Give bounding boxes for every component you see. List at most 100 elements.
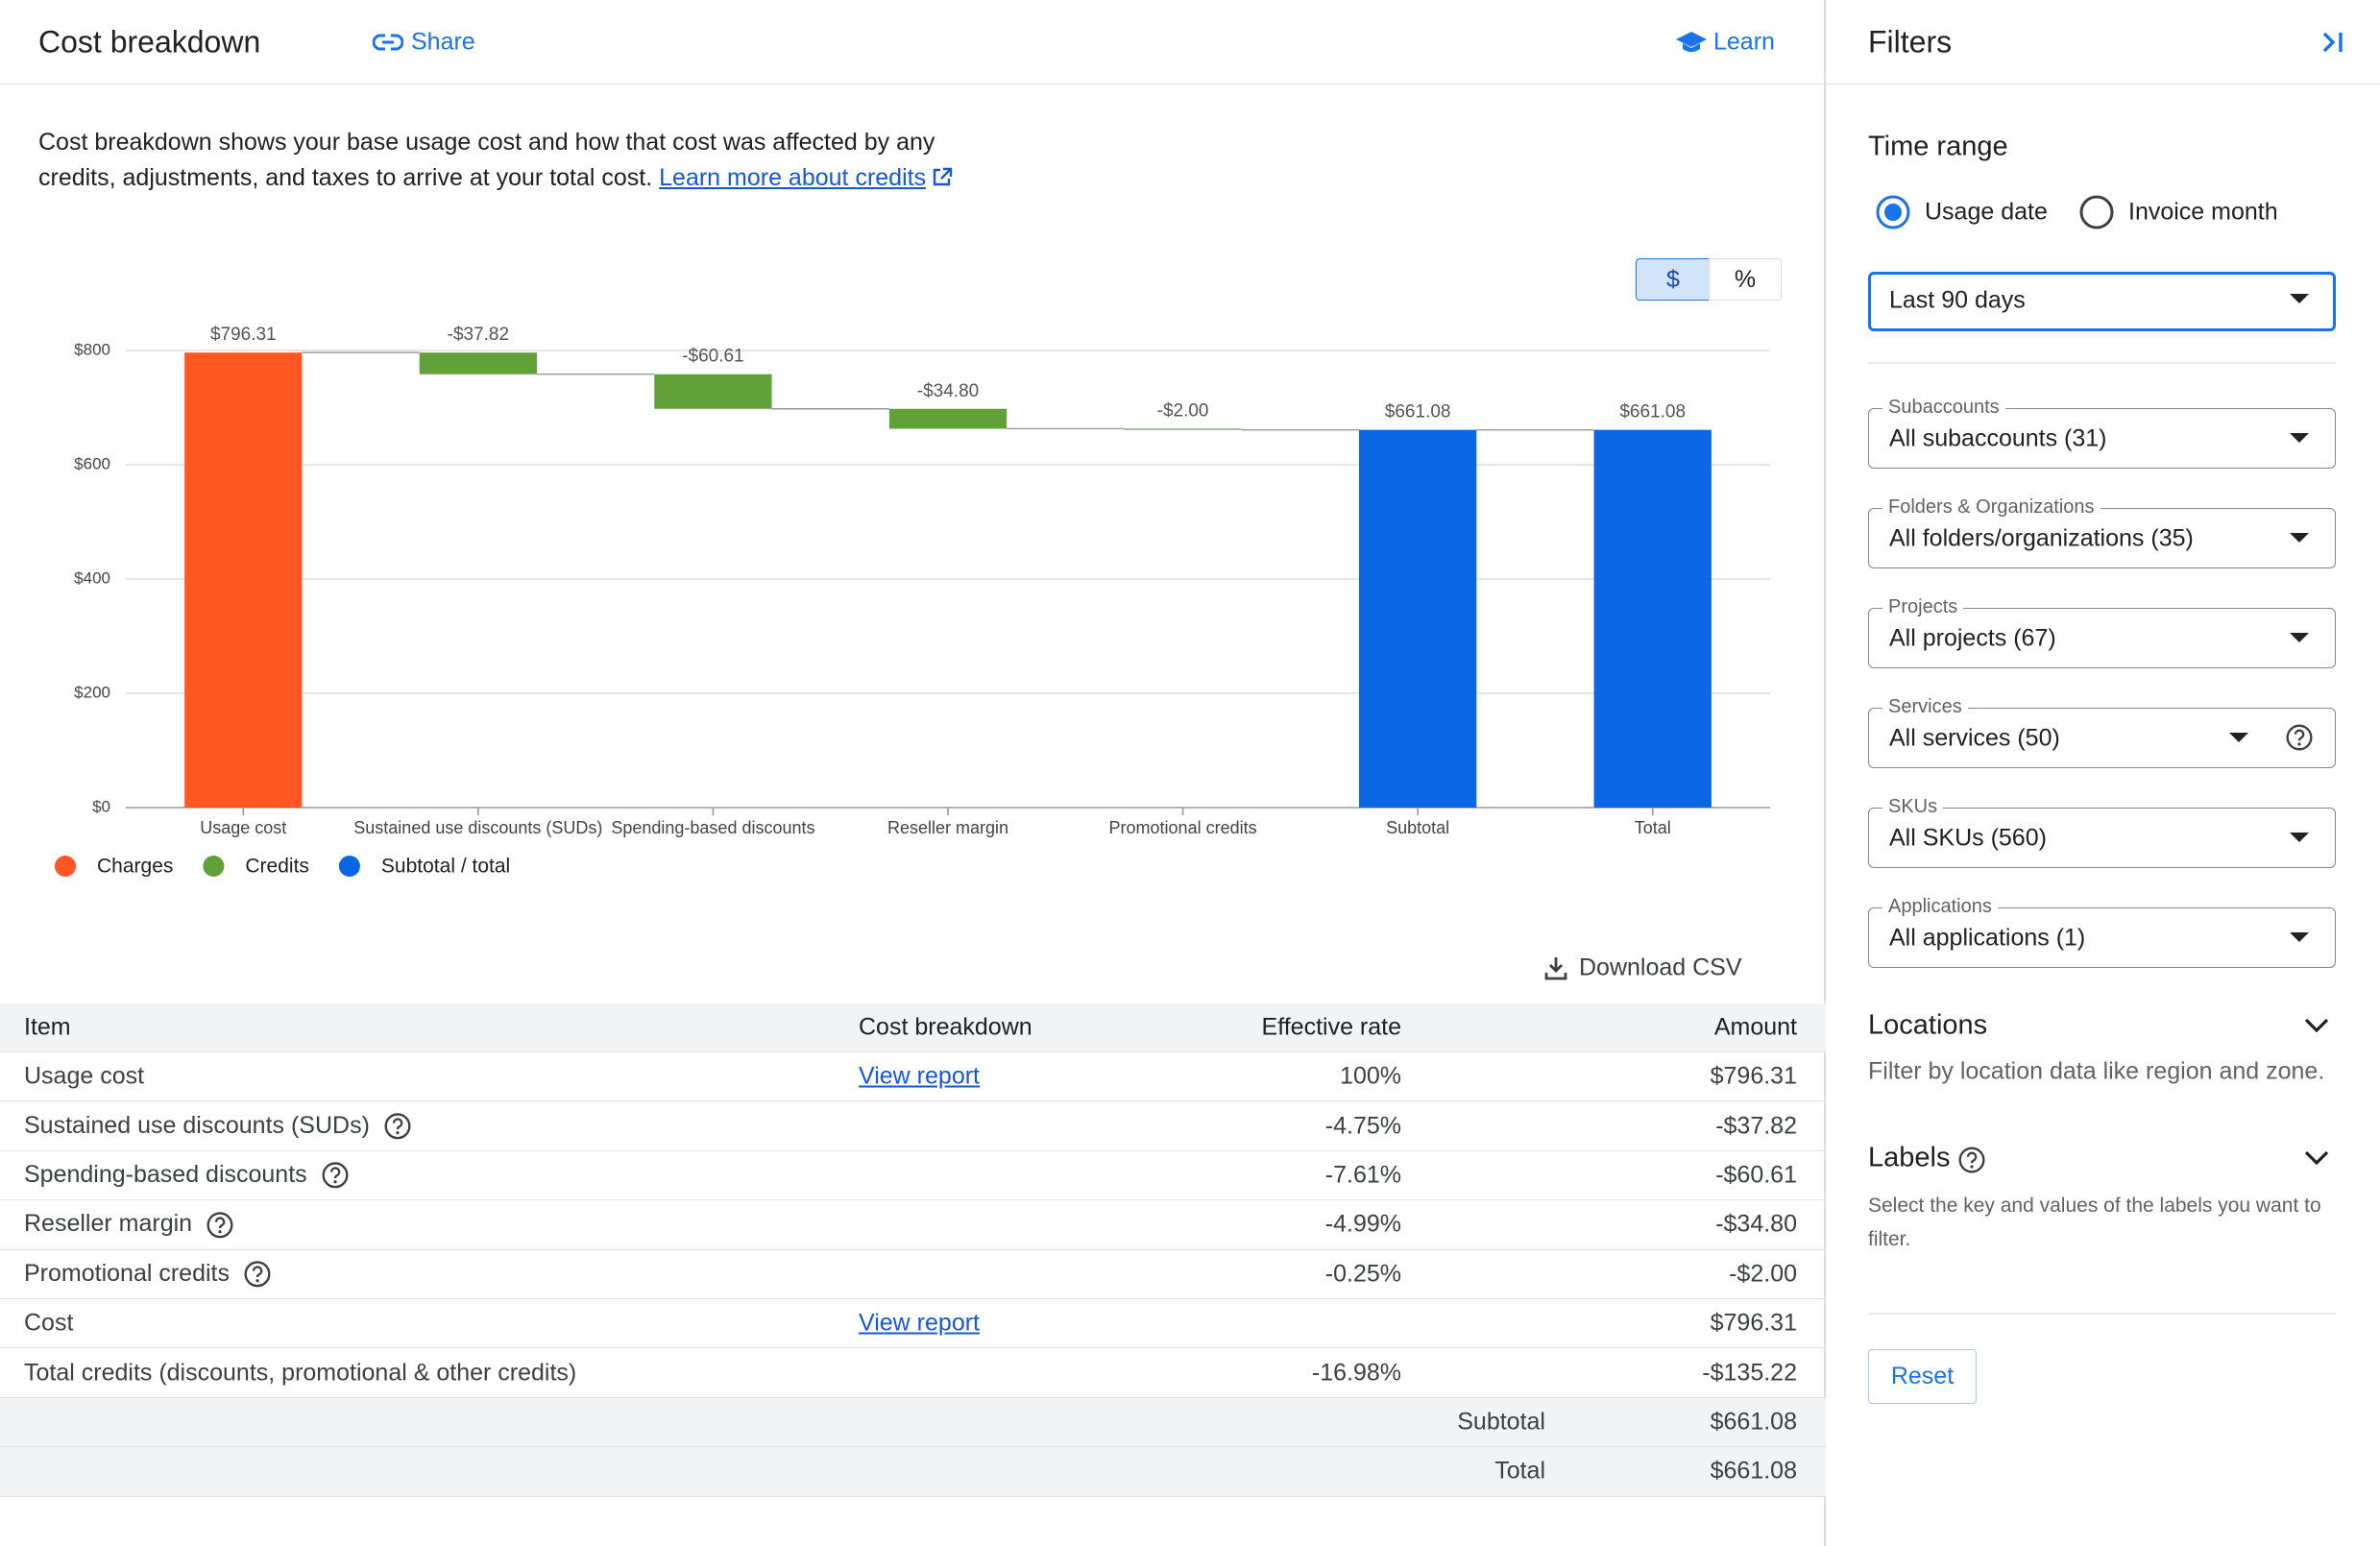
help-icon[interactable] — [321, 1161, 350, 1190]
filters-divider — [1826, 84, 2380, 85]
dropdown-arrow — [2290, 932, 2309, 942]
amount: -$34.80 — [1715, 1210, 1797, 1238]
summary-row: Total $661.08 — [0, 1447, 1826, 1497]
separator — [1868, 362, 2336, 364]
filter-dropdown[interactable]: Folders & Organizations All folders/organ… — [1868, 495, 2336, 568]
help-mark — [252, 1266, 263, 1278]
help-dot — [333, 1180, 337, 1184]
expand-labels[interactable] — [2303, 1148, 2330, 1168]
x-tick-label: Spending-based discounts — [611, 818, 814, 837]
x-tick-label: Promotional credits — [1109, 818, 1257, 837]
help-circle — [244, 1261, 271, 1288]
dropdown-arrow — [2290, 533, 2309, 543]
help-mark — [1966, 1151, 1978, 1164]
help-icon[interactable] — [1957, 1146, 1986, 1174]
filter-dropdown[interactable]: Applications All applications (1) — [1868, 895, 2336, 968]
dropdown-arrow — [2290, 633, 2309, 642]
item: Reseller margin — [24, 1210, 193, 1238]
filter-dropdown[interactable]: Projects All projects (67) — [1868, 595, 2336, 668]
bar — [184, 352, 303, 808]
legend-marker — [203, 856, 225, 877]
time-range-title: Time range — [1868, 131, 2008, 162]
toggle-option[interactable]: $ — [1636, 258, 1711, 301]
radio-label: Usage date — [1925, 198, 2048, 226]
collapse-panel[interactable] — [2319, 29, 2347, 56]
help-dot — [1970, 1165, 1974, 1169]
x-tick-label: Total — [1635, 818, 1671, 837]
value-label: $661.08 — [1385, 402, 1451, 423]
toggle-option[interactable]: % — [1709, 258, 1782, 301]
amount: -$135.22 — [1702, 1359, 1797, 1387]
table-row: Cost View report $796.31 — [0, 1299, 1826, 1349]
share-button[interactable]: Share — [411, 28, 475, 56]
dropdown-label: Services — [1882, 695, 1968, 718]
help-circle — [2286, 724, 2313, 751]
dropdown-value: All projects (67) — [1889, 624, 2056, 652]
radio[interactable] — [2077, 193, 2116, 231]
summary-amount: $661.08 — [1710, 1408, 1797, 1436]
bar — [654, 374, 772, 409]
chart: $0 $200 $400 $600 $800 Usage cost $796.31 Susta… — [55, 325, 1770, 878]
legend-label: Credits — [245, 856, 309, 878]
download-icon[interactable] — [1542, 954, 1569, 981]
item: Sustained use discounts (SUDs) — [24, 1111, 370, 1139]
radio-ring — [2079, 195, 2114, 229]
item: Total credits (discounts, promotional & … — [24, 1359, 577, 1387]
arrow-shape — [2290, 433, 2309, 443]
learn-icon[interactable] — [1675, 29, 1708, 56]
table-header: Item Cost breakdown Effective rate Amount — [0, 1003, 1826, 1052]
share-icon[interactable] — [373, 30, 403, 55]
dropdown-label: Projects — [1882, 595, 1964, 618]
view-report-link[interactable]: View report — [859, 1062, 980, 1090]
amount: $796.31 — [1710, 1309, 1797, 1337]
help-dot — [218, 1229, 222, 1234]
help-dot — [396, 1131, 400, 1135]
learn-more-link[interactable]: Learn more about credits — [659, 163, 927, 191]
filter-dropdown[interactable]: SKUs All SKUs (560) — [1868, 795, 2336, 868]
x-tick-label: Subtotal — [1386, 818, 1449, 837]
help-circle — [206, 1212, 233, 1239]
item: Usage cost — [24, 1062, 145, 1090]
view-report-link[interactable]: View report — [859, 1309, 980, 1337]
help-icon[interactable] — [383, 1112, 412, 1141]
y-tick-label: $600 — [74, 454, 110, 472]
value-label: -$37.82 — [448, 325, 509, 345]
external-link-icon — [933, 167, 953, 185]
value-label: $796.31 — [210, 325, 277, 345]
help-dot — [2297, 742, 2301, 746]
download-csv[interactable]: Download CSV — [1579, 954, 1742, 981]
summary-row: Subtotal $661.08 — [0, 1397, 1826, 1448]
dropdown-value: All subaccounts (31) — [1889, 424, 2107, 452]
item-cell: Spending-based discounts — [24, 1161, 350, 1190]
amount: $796.31 — [1710, 1062, 1797, 1090]
table-row: Reseller margin -4.99% -$34.80 — [0, 1200, 1826, 1250]
help-icon[interactable] — [206, 1211, 234, 1240]
expand-locations[interactable] — [2303, 1016, 2330, 1035]
table-row: Total credits (discounts, promotional & … — [0, 1348, 1826, 1398]
description-text: Cost breakdown shows your base usage cos… — [38, 129, 935, 191]
effective-rate: -4.99% — [1324, 1210, 1401, 1238]
legend-label: Charges — [97, 856, 173, 878]
help-icon[interactable] — [243, 1260, 272, 1289]
value-label: -$60.61 — [682, 347, 743, 367]
reset-button[interactable]: Reset — [1868, 1349, 1977, 1404]
separator — [1868, 1313, 2336, 1315]
y-tick-label: $400 — [74, 568, 110, 587]
filter-dropdown[interactable]: Services All services (50) — [1868, 695, 2336, 768]
radio[interactable] — [1874, 193, 1912, 231]
effective-rate: -4.75% — [1324, 1112, 1401, 1140]
y-tick-label: $800 — [74, 340, 110, 358]
filter-dropdown[interactable]: Subaccounts All subaccounts (31) — [1868, 396, 2336, 469]
value-label: $661.08 — [1619, 402, 1686, 423]
item-cell: Reseller margin — [24, 1210, 234, 1239]
locations-title: Locations — [1868, 1009, 1988, 1041]
table-row: Sustained use discounts (SUDs) -4.75% -$37… — [0, 1101, 1826, 1151]
period-select[interactable] — [1868, 272, 2336, 331]
summary-amount: $661.08 — [1710, 1457, 1797, 1485]
item: Spending-based discounts — [24, 1160, 307, 1188]
help-icon[interactable] — [2285, 723, 2314, 752]
learn-button[interactable]: Learn — [1713, 28, 1775, 56]
radio-ring — [1876, 195, 1910, 229]
dropdown-value: All applications (1) — [1889, 924, 2086, 952]
